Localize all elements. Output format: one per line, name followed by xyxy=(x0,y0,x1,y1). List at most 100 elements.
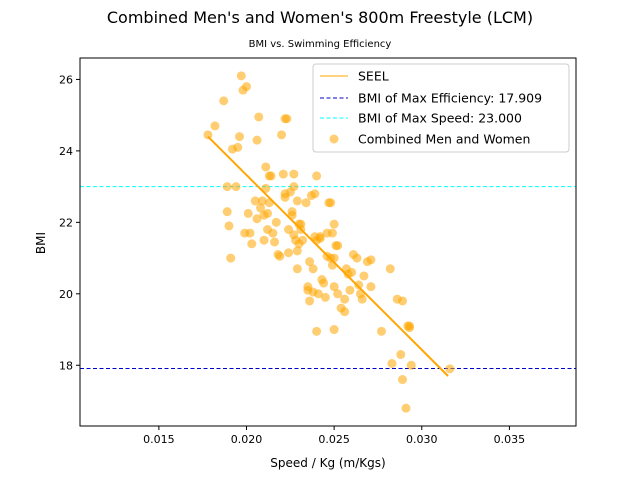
data-point xyxy=(357,294,367,304)
data-point xyxy=(222,182,232,192)
data-point xyxy=(282,114,292,124)
data-point xyxy=(445,364,455,374)
data-point xyxy=(305,296,315,306)
data-point xyxy=(243,208,253,218)
data-point xyxy=(333,289,343,299)
data-point xyxy=(404,321,414,331)
data-point xyxy=(292,246,302,256)
x-tick-label: 0.015 xyxy=(143,433,175,446)
data-point xyxy=(252,214,262,224)
x-tick-label: 0.035 xyxy=(494,433,526,446)
legend-points-swatch xyxy=(329,134,339,144)
data-point xyxy=(340,307,350,317)
data-point xyxy=(333,241,343,251)
data-point xyxy=(326,198,336,208)
data-point xyxy=(278,169,288,179)
data-point xyxy=(219,96,229,106)
data-point xyxy=(310,189,320,199)
data-point xyxy=(345,285,355,295)
data-point xyxy=(329,282,339,292)
data-point xyxy=(359,271,369,281)
data-point xyxy=(319,278,329,288)
data-point xyxy=(226,253,236,263)
data-point xyxy=(354,280,364,290)
legend-seel-label: SEEL xyxy=(358,69,389,84)
data-point xyxy=(257,196,267,206)
data-point xyxy=(268,228,278,238)
x-tick-label: 0.030 xyxy=(406,433,438,446)
data-point xyxy=(315,233,325,243)
data-point xyxy=(401,403,411,413)
data-point xyxy=(352,253,362,263)
data-point xyxy=(210,121,220,131)
data-point xyxy=(376,326,386,336)
chart-subtitle: BMI vs. Swimming Efficiency xyxy=(248,39,392,50)
data-point xyxy=(275,251,285,261)
data-point xyxy=(312,326,322,336)
y-tick-label: 26 xyxy=(59,73,73,86)
data-point xyxy=(234,132,244,142)
legend-points-label: Combined Men and Women xyxy=(358,132,530,147)
data-point xyxy=(247,239,257,249)
data-point xyxy=(397,296,407,306)
data-point xyxy=(261,162,271,172)
data-point xyxy=(250,196,260,206)
data-point xyxy=(277,130,287,140)
data-point xyxy=(284,248,294,258)
data-point xyxy=(347,267,357,277)
data-point xyxy=(242,82,252,92)
y-tick-label: 20 xyxy=(59,288,73,301)
data-point xyxy=(224,221,234,231)
data-point xyxy=(406,360,416,370)
plot-area: 0.015 0.020 0.025 0.030 0.035 18 20 22 24 26 SEEL B… xyxy=(59,57,577,446)
data-point xyxy=(222,207,232,217)
legend-box xyxy=(312,63,570,153)
data-point xyxy=(308,264,318,274)
data-point xyxy=(385,264,395,274)
chart-title: Combined Men's and Women's 800m Freestyl… xyxy=(106,8,534,27)
data-point xyxy=(292,196,302,206)
data-point xyxy=(298,235,308,245)
legend-efficiency-label: BMI of Max Efficiency: 17.909 xyxy=(358,91,542,106)
data-point xyxy=(266,171,276,181)
data-point xyxy=(289,182,299,192)
x-tick-label: 0.020 xyxy=(231,433,263,446)
data-point xyxy=(397,375,407,385)
data-point xyxy=(263,208,273,218)
data-point xyxy=(271,217,281,227)
legend-speed-label: BMI of Max Speed: 23.000 xyxy=(358,111,522,126)
data-point xyxy=(256,203,266,213)
data-point xyxy=(312,171,322,181)
data-point xyxy=(252,135,262,145)
data-point xyxy=(233,142,243,152)
data-point xyxy=(340,294,350,304)
data-point xyxy=(292,264,302,274)
data-point xyxy=(387,358,397,368)
data-point xyxy=(366,282,376,292)
y-axis-label: BMI xyxy=(34,232,48,254)
x-tick-label: 0.025 xyxy=(318,433,350,446)
data-point xyxy=(329,219,339,229)
data-point xyxy=(320,292,330,302)
data-point xyxy=(203,130,213,140)
data-point xyxy=(305,257,315,267)
data-point xyxy=(329,325,339,335)
y-tick-label: 18 xyxy=(59,359,73,372)
data-point xyxy=(254,112,264,122)
seel-line xyxy=(207,135,449,377)
data-point xyxy=(327,228,337,238)
data-point xyxy=(396,350,406,360)
data-point xyxy=(313,289,323,299)
data-point xyxy=(245,228,255,238)
data-point xyxy=(259,235,269,245)
y-tick-label: 22 xyxy=(59,216,73,229)
data-point xyxy=(270,237,280,247)
data-point xyxy=(231,182,241,192)
x-axis-label: Speed / Kg (m/Kgs) xyxy=(270,456,385,470)
axes-frame xyxy=(79,57,577,427)
y-tick-label: 24 xyxy=(59,145,73,158)
data-point xyxy=(366,255,376,265)
data-point xyxy=(236,71,246,81)
data-point xyxy=(289,169,299,179)
